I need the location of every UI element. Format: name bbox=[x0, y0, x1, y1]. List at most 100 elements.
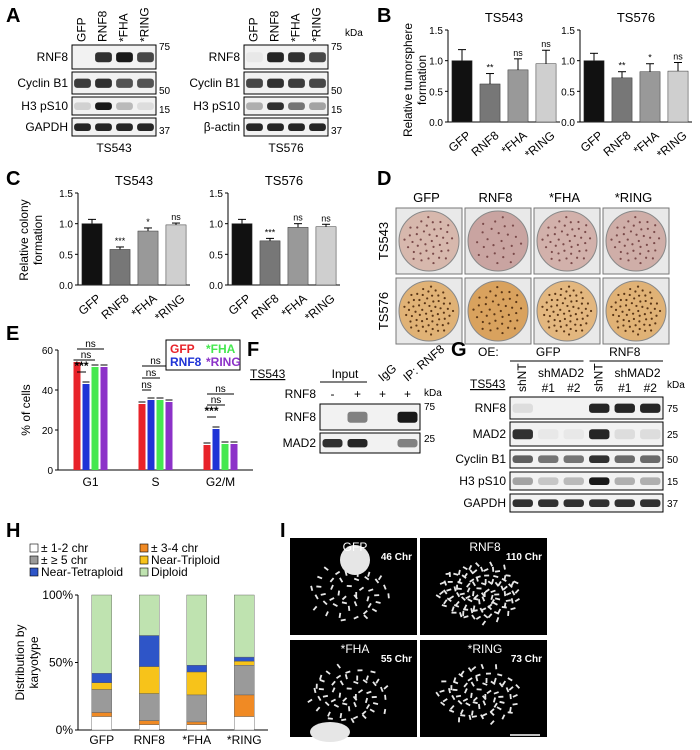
colony-dot bbox=[658, 309, 662, 313]
colony-dot bbox=[586, 302, 590, 305]
colony-dot bbox=[475, 316, 479, 319]
panel-label-d: D bbox=[377, 168, 391, 190]
chart-b-0-sig: ns bbox=[541, 39, 551, 49]
blot-f-1-strip bbox=[319, 432, 421, 454]
chromosome bbox=[513, 580, 519, 585]
chart-b-1-xlabel: RNF8 bbox=[601, 128, 634, 159]
chart-e-bar bbox=[230, 444, 238, 470]
chart-c-1-bar bbox=[287, 227, 309, 286]
chromosome bbox=[342, 697, 348, 702]
chart-c-1-sig: ns bbox=[321, 213, 331, 223]
chart-c-0-sig: * bbox=[146, 217, 150, 227]
colony-dot bbox=[501, 331, 504, 335]
colony-dot bbox=[427, 324, 430, 327]
colony-dot bbox=[493, 252, 496, 255]
chromosome bbox=[355, 592, 358, 597]
colony-dot bbox=[442, 311, 445, 314]
chromosome bbox=[466, 587, 471, 593]
plate-column-label: *RING bbox=[615, 190, 653, 205]
chromosome bbox=[333, 703, 340, 708]
blot-g-2-band bbox=[640, 455, 661, 463]
colony-dot bbox=[425, 330, 428, 333]
colony-dot bbox=[558, 259, 561, 262]
lane-label: *FHA bbox=[117, 13, 131, 42]
colony-dot bbox=[472, 308, 475, 311]
blot-g-2-band bbox=[614, 455, 635, 463]
colony-dot bbox=[616, 226, 619, 229]
blot-g-0-band bbox=[589, 403, 610, 413]
chromosome bbox=[319, 679, 325, 683]
chromosome bbox=[346, 584, 352, 588]
colony-dot bbox=[634, 324, 637, 327]
colony-dot bbox=[585, 224, 588, 227]
blot-g-2-band bbox=[538, 455, 559, 463]
spread-label: RNF8 bbox=[469, 540, 501, 554]
chromosome bbox=[460, 714, 466, 717]
chromosome bbox=[367, 602, 372, 609]
chromosome bbox=[347, 605, 351, 611]
colony-dot bbox=[564, 297, 567, 300]
colony-dot bbox=[509, 320, 512, 323]
blot-a-0-3-band bbox=[116, 123, 133, 131]
chromosome bbox=[344, 674, 348, 680]
colony-dot bbox=[558, 220, 561, 223]
chromosome bbox=[387, 593, 390, 599]
colony-dot bbox=[569, 221, 572, 224]
colony-dot bbox=[557, 252, 560, 255]
colony-dot bbox=[486, 255, 489, 258]
colony-dot bbox=[501, 216, 504, 219]
blot-g-row-label: Cyclin B1 bbox=[455, 452, 506, 466]
chromosome bbox=[462, 610, 465, 617]
colony-dot bbox=[638, 221, 641, 224]
chromosome bbox=[482, 682, 488, 686]
colony-dot bbox=[552, 310, 555, 313]
chromosome bbox=[363, 614, 369, 620]
chart-e-sig: ns bbox=[85, 339, 96, 350]
chromosome bbox=[472, 605, 476, 611]
colony-dot bbox=[488, 322, 491, 325]
chromosome bbox=[481, 695, 487, 701]
chart-b-1-bar bbox=[667, 70, 689, 123]
blot-f-row-label: RNF8 bbox=[285, 410, 317, 424]
colony-dot bbox=[627, 320, 631, 323]
plate-dish bbox=[398, 210, 460, 272]
chart-e-bar bbox=[91, 367, 99, 470]
chromosome bbox=[353, 601, 358, 607]
colony-dot bbox=[628, 325, 631, 328]
chromosome bbox=[441, 680, 447, 683]
colony-dot bbox=[419, 252, 422, 255]
colony-dot bbox=[563, 330, 566, 333]
colony-dot bbox=[481, 327, 484, 330]
colony-dot bbox=[657, 237, 661, 240]
chromosome bbox=[490, 594, 494, 600]
chromosome bbox=[459, 592, 465, 596]
colony-dot bbox=[559, 325, 562, 328]
colony-dot bbox=[572, 305, 575, 309]
chromosome bbox=[507, 610, 510, 616]
colony-dot bbox=[627, 220, 630, 223]
plate-dish bbox=[467, 280, 529, 342]
colony-dot bbox=[637, 309, 640, 313]
colony-dot bbox=[436, 323, 439, 326]
chart-h-segment bbox=[234, 694, 255, 717]
chromosome bbox=[453, 604, 460, 608]
chromosome bbox=[368, 588, 374, 592]
chromosome bbox=[457, 699, 463, 705]
colony-dot bbox=[565, 324, 568, 327]
colony-dot bbox=[643, 323, 646, 326]
chromosome bbox=[501, 680, 507, 686]
chart-h-segment bbox=[186, 724, 207, 731]
colony-dot bbox=[576, 318, 579, 321]
chromosome bbox=[487, 613, 493, 619]
chromosome bbox=[505, 599, 511, 602]
chromosome bbox=[372, 702, 379, 706]
plate-dish bbox=[398, 280, 460, 342]
chromosome bbox=[341, 601, 348, 605]
blot-a-0-3-band bbox=[74, 123, 91, 131]
lane-label: *FHA bbox=[289, 13, 303, 42]
colony-dot bbox=[434, 305, 437, 309]
blot-a-1-2-band bbox=[267, 102, 284, 110]
colony-dot bbox=[622, 324, 625, 327]
chart-h-segment bbox=[91, 716, 112, 731]
colony-dot bbox=[574, 313, 577, 316]
